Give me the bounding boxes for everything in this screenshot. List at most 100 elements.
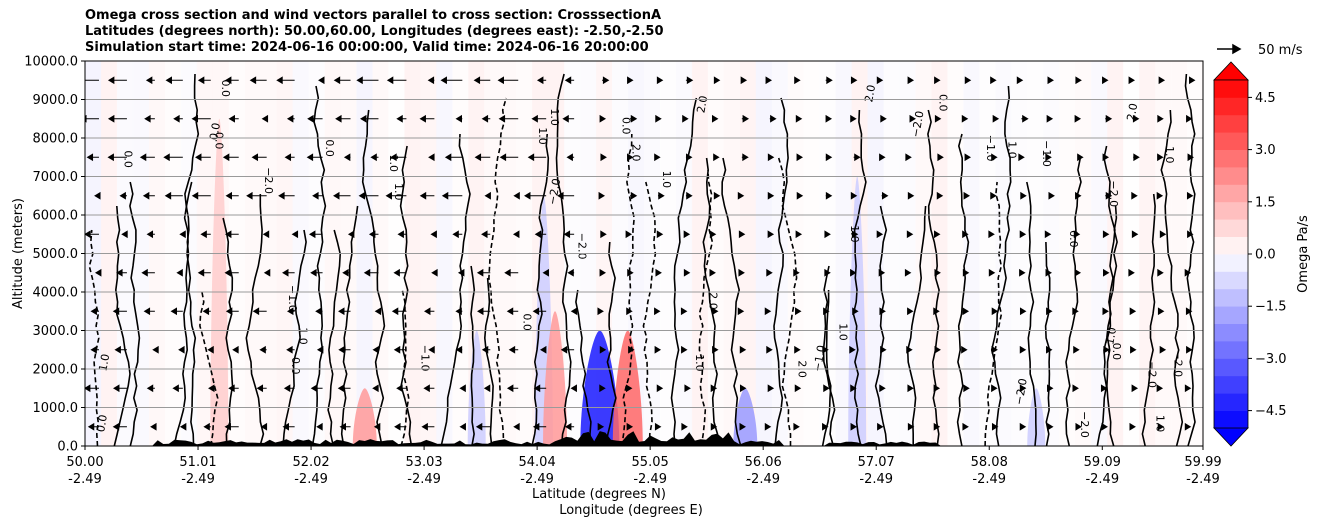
colorbar-level [1214, 184, 1248, 203]
wind-vector [1187, 230, 1194, 239]
wind-vector [936, 191, 944, 200]
wind-vector [1021, 114, 1029, 123]
x-tick-label-lon: -2.49 [181, 472, 215, 487]
contour-label: −2.0 [909, 110, 926, 139]
chart-title-line-3: Simulation start time: 2024-06-16 00:00:… [85, 40, 649, 55]
x-tick-label-lon: -2.49 [1186, 472, 1220, 487]
colorbar-level [1214, 288, 1248, 307]
wind-vector [87, 422, 99, 431]
contour-label: 0.0 [1067, 230, 1080, 248]
wind-vector [308, 230, 323, 239]
omega-contour [906, 205, 927, 446]
wind-vector [991, 307, 999, 316]
contour-label: 0.0 [219, 79, 232, 97]
wind-vector [823, 307, 830, 316]
wind-vector [878, 268, 886, 277]
wind-vector [1019, 230, 1027, 239]
wind-vector [506, 384, 519, 393]
wind-vector [1075, 76, 1082, 85]
colorbar-level [1214, 236, 1248, 255]
wind-vector [909, 114, 916, 123]
wind-vector [1102, 230, 1110, 239]
wind-vector [393, 345, 407, 354]
wind-vector [513, 191, 520, 200]
omega-contour [483, 277, 494, 446]
contour-label: 0.0 [121, 150, 134, 168]
wind-vector [374, 307, 382, 316]
wind-vector [599, 268, 607, 277]
x-tick-label-lon: -2.49 [746, 472, 780, 487]
colorbar-level [1214, 132, 1248, 150]
omega-feature [733, 388, 758, 446]
wind-vector [1101, 422, 1108, 431]
wind-vector [473, 76, 491, 85]
wind-vector [1187, 153, 1195, 162]
omega-contour [129, 181, 141, 446]
omega-contour [984, 181, 1003, 446]
wind-vector [597, 307, 604, 316]
wind-vector [599, 345, 607, 354]
wind-vector [655, 114, 662, 123]
wind-vector [934, 345, 941, 354]
wind-vector [252, 307, 267, 316]
x-tick-label-lat: 59.99 [1184, 455, 1221, 470]
wind-vector [356, 76, 379, 85]
wind-vector [498, 114, 519, 123]
wind-vector [427, 76, 435, 85]
colorbar-level [1214, 201, 1248, 220]
wind-vector [114, 345, 127, 354]
wind-vector [1131, 230, 1139, 239]
wind-vector [474, 153, 491, 162]
wind-vector [597, 422, 605, 431]
wind-vector [370, 153, 379, 162]
colorbar-level [1214, 97, 1248, 116]
wind-vector [173, 114, 183, 123]
wind-vector [428, 345, 435, 354]
omega-contour [400, 289, 410, 446]
colorbar-tick-label: 3.0 [1255, 143, 1276, 158]
wind-vector [557, 191, 575, 200]
x-tick-label-lat: 59.09 [1084, 455, 1121, 470]
colorbar-extend-max [1213, 61, 1249, 81]
wind-vector [564, 422, 575, 431]
wind-vector [934, 76, 941, 85]
colorbar-tick-label: −3.0 [1255, 352, 1287, 367]
wind-vector [824, 268, 831, 277]
wind-vector [1020, 191, 1027, 200]
wind-vector [713, 191, 721, 200]
wind-vector [626, 422, 634, 431]
contour-label: 1.0 [96, 353, 112, 372]
wind-vector [906, 230, 914, 239]
wind-vector [600, 153, 607, 162]
wind-vector [372, 345, 379, 354]
wind-vector [459, 384, 466, 393]
wind-vector [933, 307, 940, 316]
wind-vector [508, 345, 519, 354]
wind-vector [390, 153, 407, 162]
y-tick-label: 2000.0 [33, 363, 79, 378]
wind-vector [907, 422, 915, 431]
wind-vector [682, 114, 689, 123]
wind-vector [260, 422, 268, 431]
wind-vector [933, 422, 941, 431]
omega-contour [604, 241, 617, 446]
wind-vector [455, 114, 463, 123]
wind-vector [625, 230, 633, 239]
omega-contour [702, 157, 719, 446]
wind-vector [740, 76, 748, 85]
wind-vector [570, 307, 578, 316]
wind-vector [1133, 153, 1140, 162]
x-tick-label-lat: 56.06 [745, 455, 782, 470]
wind-vector [222, 153, 239, 162]
wind-vector [333, 191, 351, 200]
axes: 0.0 1000.0 2000.0 3000.0 4000.0 5000.0 6000.0 7… [11, 55, 1222, 519]
wind-vector [767, 230, 775, 239]
wind-vector [681, 422, 688, 431]
contour-label: 1.0 [387, 154, 400, 172]
wind-vector [1074, 114, 1082, 123]
omega-contour [361, 109, 386, 446]
wind-vector [876, 230, 884, 239]
wind-vector [455, 307, 463, 316]
wind-vector [391, 307, 407, 316]
wind-vector [121, 230, 128, 239]
